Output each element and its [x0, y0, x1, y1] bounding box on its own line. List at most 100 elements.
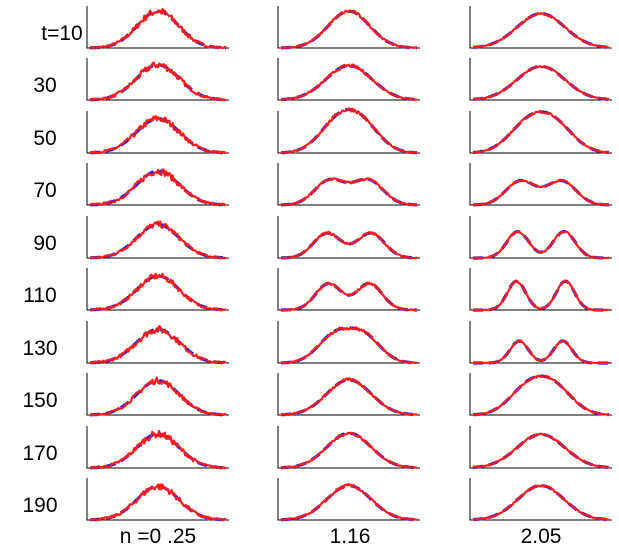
panel	[277, 216, 420, 260]
data-curve	[89, 168, 227, 207]
panel	[469, 373, 612, 417]
data-curve	[89, 8, 227, 50]
fit-curve	[90, 222, 226, 260]
panel-axes	[86, 321, 229, 364]
fit-curve	[90, 169, 226, 207]
fit-curve	[89, 117, 227, 155]
data-curve	[89, 429, 227, 470]
panel-axes	[86, 373, 229, 416]
panel	[277, 58, 420, 102]
panel	[469, 268, 612, 312]
data-curve	[472, 374, 610, 416]
panel-axes	[277, 58, 420, 101]
fit-curve	[90, 9, 226, 50]
panel-axes	[86, 478, 229, 521]
panel-axes	[469, 111, 612, 154]
panel	[277, 107, 420, 155]
row-label: 170	[22, 442, 57, 465]
data-curve	[90, 483, 227, 522]
row-label: 90	[33, 232, 56, 255]
data-curve	[472, 110, 610, 154]
panel-axes	[86, 268, 229, 311]
data-curve	[89, 376, 227, 417]
data-curve	[280, 9, 417, 50]
fit-curve	[473, 279, 609, 312]
panel-axes	[469, 373, 612, 416]
panel	[469, 478, 612, 522]
panel-axes	[86, 426, 229, 469]
panel	[86, 6, 229, 50]
row-label: 130	[22, 337, 57, 360]
fit-curve	[90, 432, 226, 470]
column-label: 2.05	[521, 525, 562, 548]
panel	[469, 321, 612, 365]
panel-axes	[86, 58, 229, 101]
data-curve	[89, 272, 227, 312]
panel-axes	[86, 163, 229, 206]
panel	[469, 58, 612, 101]
panel	[277, 426, 420, 470]
panel-axes	[86, 6, 229, 49]
panel	[86, 58, 229, 102]
fit-curve	[281, 431, 417, 470]
fit-curve	[281, 378, 417, 417]
panel-axes	[277, 163, 420, 206]
row-labels: t=10 30 50 70 90 110 130 150 170 190	[22, 22, 82, 517]
panel	[277, 268, 420, 312]
panel-axes	[277, 6, 420, 49]
panel-grid	[86, 6, 612, 522]
panel	[469, 6, 612, 49]
panel-axes	[86, 216, 229, 259]
fit-curve	[281, 107, 417, 155]
row-label: 150	[22, 389, 57, 412]
panel	[469, 110, 612, 155]
data-curve	[280, 230, 418, 260]
panel	[277, 6, 420, 50]
panel-axes	[277, 268, 420, 311]
fit-curve	[281, 9, 417, 50]
panel	[469, 216, 612, 260]
panel-axes	[277, 478, 420, 521]
data-curve	[472, 230, 609, 260]
row-label: 190	[22, 494, 57, 517]
data-curve	[280, 281, 418, 312]
panel	[277, 321, 420, 365]
panel-axes	[469, 6, 612, 49]
data-curve	[473, 12, 610, 49]
panel-axes	[469, 426, 612, 469]
panel	[86, 426, 229, 470]
panel	[86, 216, 229, 260]
row-label: 70	[33, 179, 56, 202]
data-curve	[472, 432, 610, 469]
data-curve	[472, 279, 610, 312]
panel-axes	[277, 373, 420, 416]
panel-axes	[469, 216, 612, 259]
data-curve	[473, 178, 610, 207]
panel	[86, 478, 229, 522]
panel	[277, 373, 420, 417]
panel	[86, 163, 229, 207]
panel-axes	[469, 58, 612, 101]
panel-axes	[86, 111, 229, 154]
data-curve	[280, 326, 418, 365]
row-label: 110	[23, 284, 56, 307]
data-curve	[280, 63, 418, 102]
data-curve	[280, 107, 418, 155]
fit-curve	[89, 63, 227, 102]
fit-curve	[90, 379, 226, 417]
fit-curve	[281, 326, 417, 365]
fit-curve	[89, 327, 227, 365]
fit-curve	[472, 484, 610, 522]
data-curve	[280, 177, 417, 207]
panel-axes	[469, 478, 612, 521]
data-curve	[89, 220, 227, 260]
fit-curve	[281, 484, 417, 522]
column-label: n =0 .25	[120, 525, 196, 548]
panel-axes	[469, 163, 612, 206]
panel	[86, 268, 229, 312]
data-curve	[280, 377, 418, 416]
panel	[277, 478, 420, 522]
data-curve	[89, 115, 227, 155]
fit-curve	[90, 484, 226, 522]
